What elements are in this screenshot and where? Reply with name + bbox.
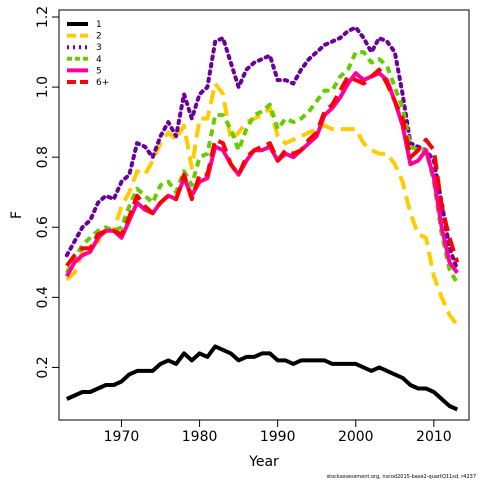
legend-label-2: 2 xyxy=(96,32,102,42)
legend-label-4: 4 xyxy=(96,55,102,65)
y-tick-label-4: 1.0 xyxy=(35,76,51,98)
series-line-4 xyxy=(65,50,460,285)
x-tick-label-2010: 2010 xyxy=(416,429,452,445)
x-tick-label-1990: 1990 xyxy=(260,429,296,445)
y-axis: 0.2 0.4 0.6 0.8 1.0 1.2 xyxy=(35,6,59,379)
legend: 1 23 45 6+ xyxy=(67,20,109,88)
series-line-5 xyxy=(65,71,459,278)
x-tick-label-1970: 1970 xyxy=(104,429,140,445)
y-tick-label-3: 0.8 xyxy=(35,146,51,168)
x-axis: 1970 1980 1990 2000 2010 xyxy=(104,420,452,445)
legend-label-5: 5 xyxy=(96,66,102,76)
legend-label-3: 3 xyxy=(96,43,102,53)
x-axis-title: Year xyxy=(248,454,279,470)
y-axis-title: F xyxy=(9,211,25,219)
y-tick-label-1: 0.4 xyxy=(35,286,51,308)
credit-text: stockassessment.org, nscod2015-base2-qua… xyxy=(327,474,476,480)
x-tick-label-1980: 1980 xyxy=(182,429,218,445)
plot-frame xyxy=(58,9,470,421)
legend-label-6: 6+ xyxy=(96,78,109,88)
x-tick-label-2000: 2000 xyxy=(338,429,374,445)
series-layer xyxy=(64,25,460,412)
series-line-3 xyxy=(64,25,460,272)
series-line-1 xyxy=(65,344,459,412)
series-line-2 xyxy=(65,81,459,327)
y-tick-label-5: 1.2 xyxy=(35,6,51,28)
series-line-6 xyxy=(65,67,460,267)
y-tick-label-2: 0.6 xyxy=(35,216,51,238)
y-tick-label-0: 0.2 xyxy=(35,356,51,378)
legend-label-1: 1 xyxy=(96,20,102,30)
